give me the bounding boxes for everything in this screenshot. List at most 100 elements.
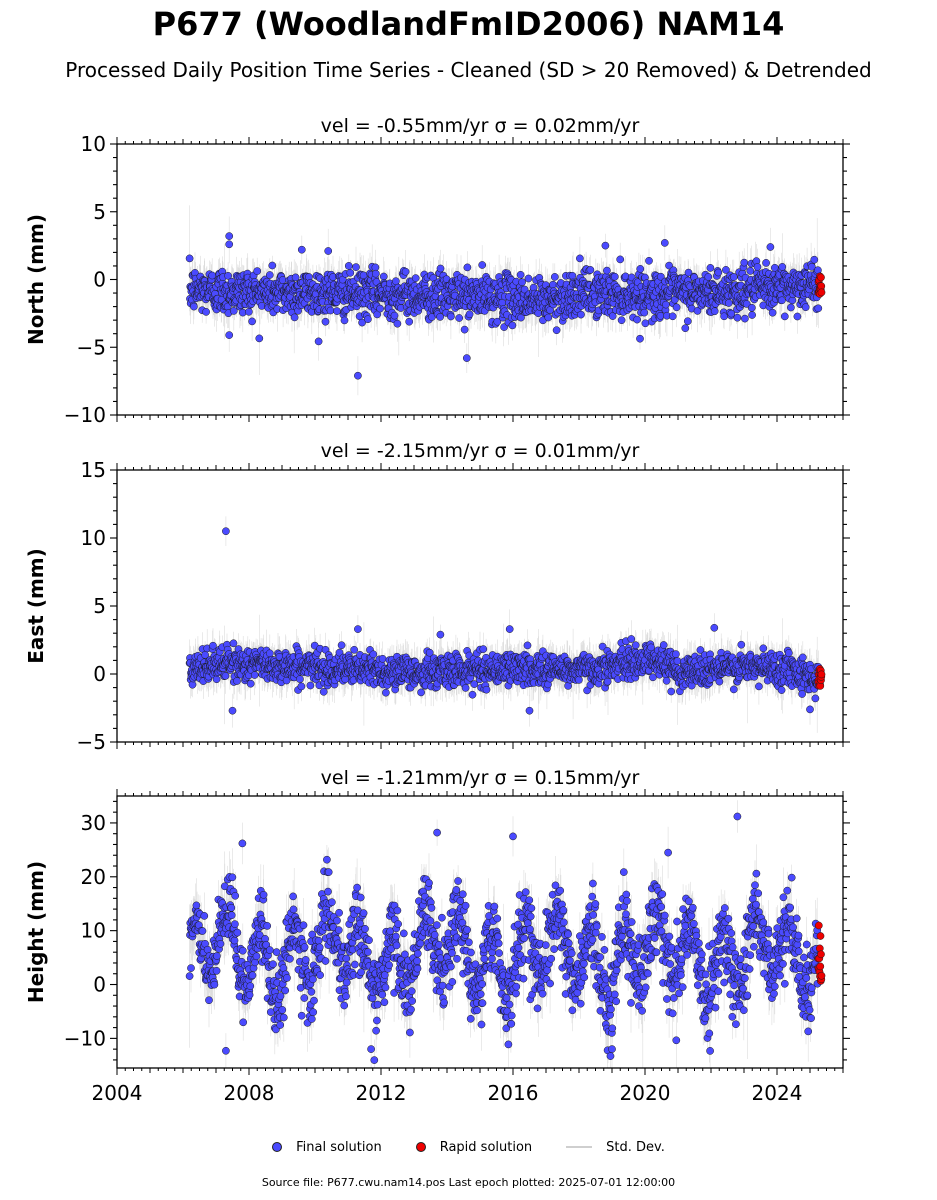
data-point xyxy=(778,263,787,271)
data-point xyxy=(308,930,317,939)
data-point xyxy=(811,694,820,703)
data-point xyxy=(324,868,333,876)
data-point xyxy=(245,307,253,316)
data-point xyxy=(297,245,306,254)
y-tick-label: 10 xyxy=(81,526,106,550)
data-point xyxy=(672,650,680,658)
data-point xyxy=(586,266,595,274)
data-point xyxy=(460,325,469,334)
data-point xyxy=(660,239,669,247)
data-point xyxy=(577,310,585,319)
data-point xyxy=(488,954,496,963)
data-point xyxy=(269,960,277,969)
data-point xyxy=(390,311,399,320)
data-point xyxy=(225,240,234,249)
data-point xyxy=(453,954,461,963)
data-point xyxy=(290,313,299,322)
data-point xyxy=(381,983,390,992)
data-point xyxy=(321,957,330,965)
data-point xyxy=(465,938,473,947)
y-axis-label: East (mm) xyxy=(24,548,48,664)
data-point xyxy=(315,943,324,952)
data-point xyxy=(246,982,255,990)
data-point xyxy=(733,313,742,322)
panel-3: vel = -1.21mm/yr σ = 0.15mm/yr Height (mm… xyxy=(24,767,850,1105)
data-point xyxy=(433,921,441,929)
data-point xyxy=(507,1019,516,1028)
data-point xyxy=(641,319,650,328)
data-point xyxy=(209,641,217,650)
data-point xyxy=(603,266,611,275)
data-point xyxy=(724,299,733,307)
data-point xyxy=(364,948,372,956)
data-point xyxy=(649,673,657,682)
data-point xyxy=(729,685,738,694)
rapid-point xyxy=(817,288,826,297)
data-point xyxy=(493,914,502,923)
data-point xyxy=(526,912,535,921)
data-point xyxy=(807,262,816,271)
data-point xyxy=(233,677,241,685)
data-point xyxy=(385,961,393,969)
y-tick-label: −5 xyxy=(77,730,106,754)
data-point xyxy=(601,241,610,250)
data-point xyxy=(229,307,238,315)
data-point xyxy=(378,654,387,663)
data-point xyxy=(228,706,237,715)
data-point xyxy=(297,1011,306,1020)
data-point xyxy=(279,1013,288,1022)
data-point xyxy=(392,277,400,286)
data-point xyxy=(780,312,789,321)
data-point xyxy=(608,312,617,320)
data-point xyxy=(373,1016,381,1025)
data-point xyxy=(755,682,763,691)
data-point xyxy=(516,270,525,279)
data-point xyxy=(478,261,487,269)
data-point xyxy=(224,271,232,280)
data-point xyxy=(212,966,221,975)
data-point xyxy=(323,855,331,864)
data-point xyxy=(549,280,557,289)
data-point xyxy=(762,259,770,267)
data-point xyxy=(672,303,681,312)
data-point xyxy=(505,625,514,633)
data-point xyxy=(265,946,274,954)
data-point xyxy=(575,676,583,684)
data-point xyxy=(307,987,316,996)
data-point xyxy=(814,304,823,313)
data-point xyxy=(696,646,705,654)
y-axis-label: Height (mm) xyxy=(24,861,48,1003)
data-point xyxy=(278,1006,287,1014)
data-point xyxy=(747,303,756,312)
data-point xyxy=(550,273,559,281)
data-point xyxy=(470,680,479,688)
data-point xyxy=(798,653,807,662)
data-point xyxy=(354,625,362,633)
data-point xyxy=(246,679,255,688)
data-point xyxy=(342,978,351,987)
data-point xyxy=(710,307,719,316)
data-point xyxy=(793,312,802,321)
data-point xyxy=(228,873,237,882)
data-point xyxy=(425,648,434,657)
panel-title: vel = -1.21mm/yr σ = 0.15mm/yr xyxy=(321,767,640,789)
data-point xyxy=(512,982,521,991)
data-point xyxy=(748,311,756,319)
data-point xyxy=(715,677,724,686)
data-point xyxy=(299,921,308,930)
data-point xyxy=(335,908,343,917)
final-solution-points xyxy=(185,232,823,380)
data-point xyxy=(268,261,277,270)
data-point xyxy=(346,268,355,277)
data-point xyxy=(465,310,474,319)
data-point xyxy=(250,671,259,679)
data-point xyxy=(265,271,274,279)
data-point xyxy=(291,273,300,282)
data-point xyxy=(205,996,213,1005)
data-point xyxy=(378,990,387,999)
page-subtitle: Processed Daily Position Time Series - C… xyxy=(65,58,872,82)
data-point xyxy=(447,312,455,321)
y-tick-label: 0 xyxy=(93,268,106,292)
data-point xyxy=(319,687,328,696)
